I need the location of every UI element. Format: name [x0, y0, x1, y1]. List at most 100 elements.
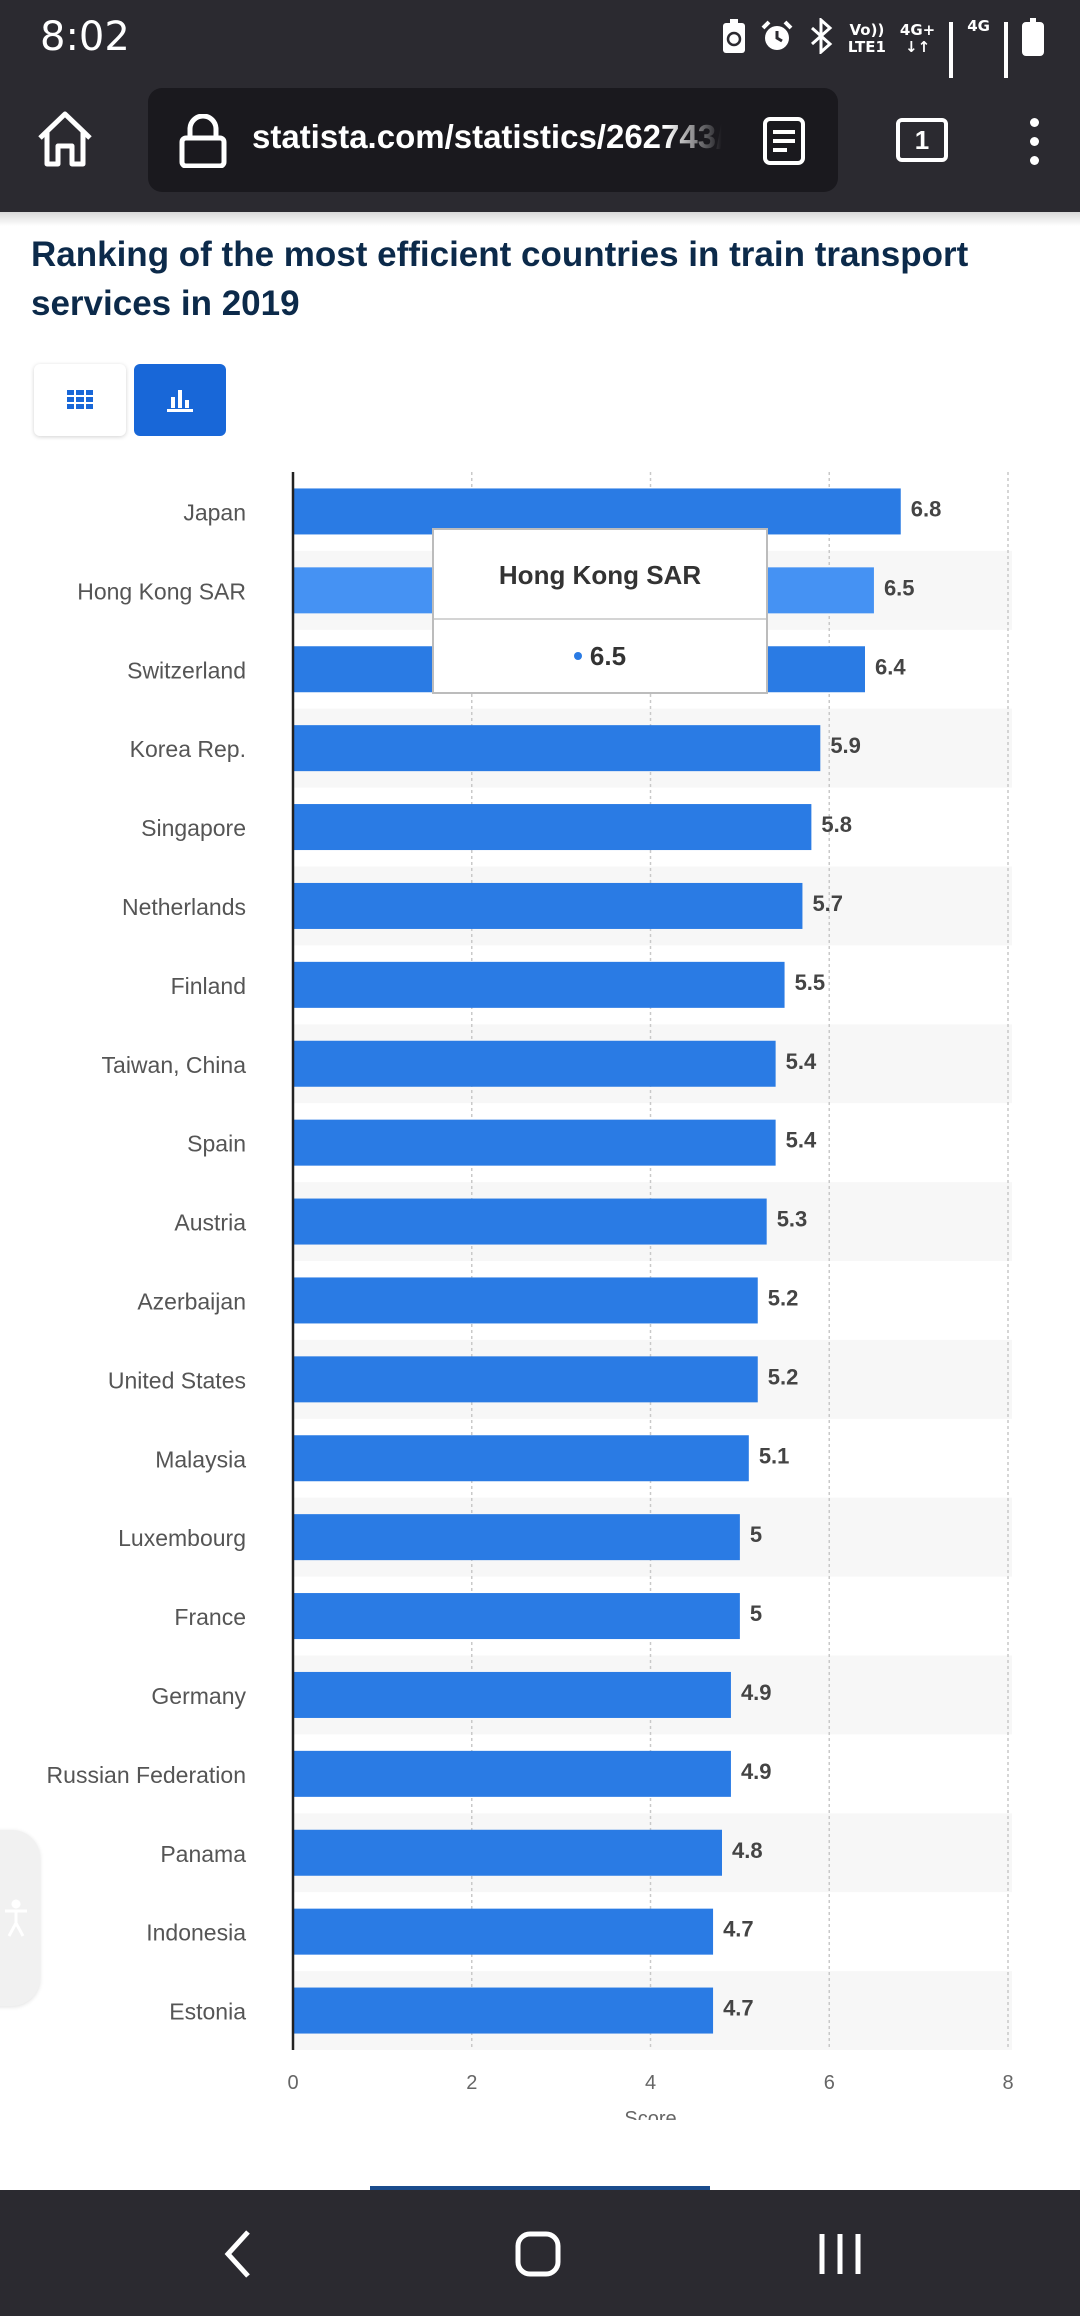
- lte-label: LTE1: [847, 37, 886, 56]
- network-4g: 4G: [967, 17, 990, 35]
- x-axis-title: Score: [624, 2108, 676, 2120]
- category-label: Switzerland: [127, 657, 246, 683]
- data-label: 6.4: [875, 654, 906, 679]
- data-label: 5.4: [786, 1128, 817, 1153]
- data-label: 5.3: [777, 1207, 808, 1232]
- home-icon: [38, 111, 92, 167]
- overflow-menu-icon[interactable]: [1026, 118, 1042, 170]
- data-label: 4.8: [732, 1838, 763, 1863]
- page-title: Ranking of the most efficient countries …: [31, 235, 969, 323]
- category-label: Austria: [174, 1210, 246, 1236]
- recent-apps-button[interactable]: [808, 2222, 872, 2286]
- bar: [293, 1593, 740, 1640]
- table-grid-icon: [67, 390, 93, 409]
- page-element-edge: [370, 2186, 710, 2190]
- category-label: Netherlands: [122, 894, 246, 920]
- bar: [293, 1987, 714, 2034]
- tooltip-title: Hong Kong SAR: [434, 530, 766, 620]
- category-label: Malaysia: [155, 1446, 246, 1472]
- category-label: France: [174, 1604, 246, 1630]
- net-4g-plus-label: 4G+: [899, 20, 936, 39]
- bar: [293, 804, 812, 851]
- bar-chart: Japan 6.8 Hong Kong SAR 6.5 Switzerland 6.4 Ko…: [47, 472, 1014, 2120]
- home-square-icon: [515, 2231, 561, 2277]
- home-nav-button[interactable]: [506, 2222, 570, 2286]
- x-tick-label: 4: [645, 2072, 656, 2094]
- bar: [293, 1908, 714, 1955]
- data-label: 6.5: [884, 575, 915, 600]
- tab-switcher-button[interactable]: 1: [896, 118, 948, 162]
- bar: [293, 1750, 731, 1797]
- data-label: 5.7: [812, 891, 843, 916]
- data-label: 5.9: [830, 733, 861, 758]
- data-label: 5: [750, 1601, 762, 1626]
- category-label: Taiwan, China: [102, 1052, 247, 1078]
- tooltip-body: 6.5: [434, 620, 766, 692]
- x-tick-label: 6: [824, 2072, 835, 2094]
- bar: [293, 882, 803, 929]
- data-label: 4.9: [741, 1759, 772, 1784]
- status-icons: Vo)) LTE1 4G+ ↓↑ 4G: [722, 16, 1044, 125]
- accessibility-button[interactable]: [0, 1830, 40, 2006]
- data-label: 5.4: [786, 1049, 817, 1074]
- bar: [293, 1514, 740, 1561]
- bar: [293, 1198, 767, 1245]
- recycle-notification-icon: [722, 18, 746, 59]
- battery-icon: [1022, 17, 1044, 56]
- data-label: 5.5: [795, 970, 826, 995]
- data-arrows-icon: ↓↑: [905, 37, 931, 56]
- accessibility-icon: [5, 1899, 27, 1937]
- address-bar[interactable]: statista.com/statistics/262743/2019: [148, 88, 838, 192]
- signal-strength-icon: [949, 21, 954, 125]
- data-label: 5: [750, 1522, 762, 1547]
- url-text[interactable]: statista.com/statistics/262743/2019: [252, 118, 722, 155]
- home-button[interactable]: [34, 108, 96, 170]
- category-label: Russian Federation: [47, 1762, 246, 1788]
- bluetooth-icon: [808, 16, 834, 59]
- category-label: Azerbaijan: [137, 1288, 246, 1314]
- browser-toolbar: statista.com/statistics/262743/2019 1: [0, 78, 1080, 212]
- data-label: 4.9: [741, 1680, 772, 1705]
- bar: [293, 488, 901, 535]
- lock-icon: [178, 113, 228, 169]
- data-label: 5.2: [768, 1285, 799, 1310]
- reader-mode-icon[interactable]: [762, 116, 806, 166]
- category-label: United States: [108, 1367, 246, 1393]
- x-tick-label: 8: [1002, 2072, 1013, 2094]
- category-label: Germany: [151, 1683, 246, 1709]
- volte-label: Vo)): [849, 20, 885, 39]
- category-label: Hong Kong SAR: [77, 578, 246, 604]
- table-view-button[interactable]: [34, 364, 126, 436]
- category-label: Spain: [187, 1131, 246, 1157]
- bar: [293, 1040, 776, 1087]
- bar-chart-icon: [167, 390, 193, 412]
- bar: [293, 1671, 731, 1718]
- category-label: Indonesia: [146, 1920, 246, 1946]
- category-label: Korea Rep.: [130, 736, 246, 762]
- x-tick-label: 0: [287, 2072, 298, 2094]
- bar: [293, 1356, 758, 1403]
- status-time: 8:02: [40, 14, 130, 60]
- bar: [293, 1435, 749, 1482]
- category-label: Singapore: [141, 815, 246, 841]
- category-label: Japan: [183, 499, 246, 525]
- status-bar: 8:02 Vo)) LTE1 4G+ ↓↑ 4G: [0, 0, 1080, 125]
- x-tick-label: 2: [466, 2072, 477, 2094]
- chart-view-button[interactable]: [134, 364, 226, 436]
- back-button[interactable]: [206, 2222, 270, 2286]
- network-4g-plus: 4G+ ↓↑: [899, 20, 936, 56]
- back-icon: [224, 2230, 250, 2278]
- tooltip-value: 6.5: [589, 640, 627, 671]
- bar: [293, 1119, 776, 1166]
- data-label: 6.8: [911, 496, 942, 521]
- volte-indicator: Vo)) LTE1: [847, 20, 886, 56]
- data-label: 4.7: [723, 1917, 754, 1942]
- category-label: Luxembourg: [118, 1525, 246, 1551]
- toolbar-shadow: [0, 212, 1080, 226]
- signal-strength-2-icon: [1004, 21, 1008, 125]
- bar: [293, 961, 785, 1008]
- bar: [293, 1277, 758, 1324]
- category-label: Estonia: [169, 1999, 246, 2025]
- bar: [293, 1829, 722, 1876]
- system-navigation-bar: [0, 2190, 1080, 2316]
